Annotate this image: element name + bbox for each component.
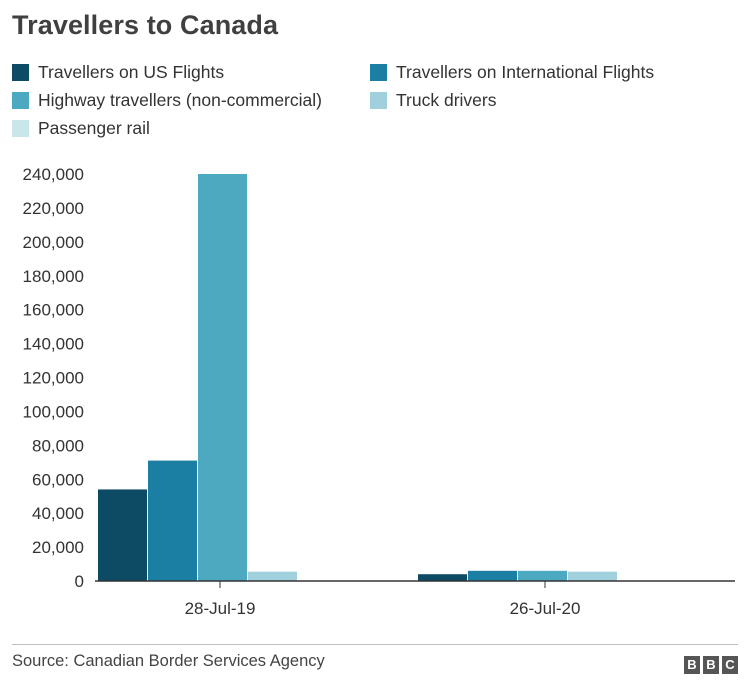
legend-item-international-flights: Travellers on International Flights — [370, 62, 654, 83]
legend-label: Travellers on International Flights — [396, 62, 655, 82]
x-tick-label: 28-Jul-19 — [185, 599, 256, 618]
legend-item-truck-drivers: Truck drivers — [370, 90, 496, 111]
legend-label: Travellers on US Flights — [38, 62, 225, 82]
legend-swatch — [12, 120, 29, 137]
y-tick-label: 120,000 — [23, 369, 84, 388]
y-tick-label: 220,000 — [23, 199, 84, 218]
logo-letter: B — [703, 656, 719, 674]
legend-label: Passenger rail — [38, 118, 150, 138]
bar — [248, 571, 297, 581]
bar — [148, 460, 197, 581]
logo-letter: B — [684, 656, 700, 674]
legend-item-passenger-rail: Passenger rail — [12, 118, 150, 139]
y-tick-label: 160,000 — [23, 301, 84, 320]
footer-divider — [12, 644, 738, 645]
y-tick-label: 60,000 — [32, 470, 84, 489]
legend-item-us-flights: Travellers on US Flights — [12, 62, 224, 83]
bar — [468, 570, 517, 581]
legend-swatch — [370, 92, 387, 109]
legend-item-highway: Highway travellers (non-commercial) — [12, 90, 322, 111]
y-tick-label: 20,000 — [32, 538, 84, 557]
legend-label: Highway travellers (non-commercial) — [38, 90, 322, 110]
bar — [418, 574, 467, 581]
y-tick-label: 140,000 — [23, 335, 84, 354]
chart-title: Travellers to Canada — [12, 10, 279, 40]
y-tick-label: 0 — [75, 572, 84, 591]
legend: Travellers on US Flights Travellers on I… — [12, 62, 742, 146]
bar — [518, 570, 567, 581]
legend-swatch — [12, 92, 29, 109]
bbc-logo: B B C — [684, 656, 738, 674]
bar — [198, 174, 247, 581]
legend-label: Truck drivers — [396, 90, 497, 110]
bar — [568, 571, 617, 581]
logo-letter: C — [722, 656, 738, 674]
legend-swatch — [12, 64, 29, 81]
y-tick-label: 80,000 — [32, 436, 84, 455]
bar-chart: 0 20,000 40,000 60,000 80,000 100,000 120,000 1… — [23, 165, 735, 618]
y-tick-label: 40,000 — [32, 504, 84, 523]
y-tick-label: 200,000 — [23, 233, 84, 252]
legend-swatch — [370, 64, 387, 81]
x-tick-label: 26-Jul-20 — [510, 599, 581, 618]
bar — [98, 489, 147, 581]
y-tick-label: 180,000 — [23, 267, 84, 286]
y-tick-label: 240,000 — [23, 165, 84, 184]
source-note: Source: Canadian Border Services Agency — [12, 652, 325, 670]
y-tick-label: 100,000 — [23, 402, 84, 421]
